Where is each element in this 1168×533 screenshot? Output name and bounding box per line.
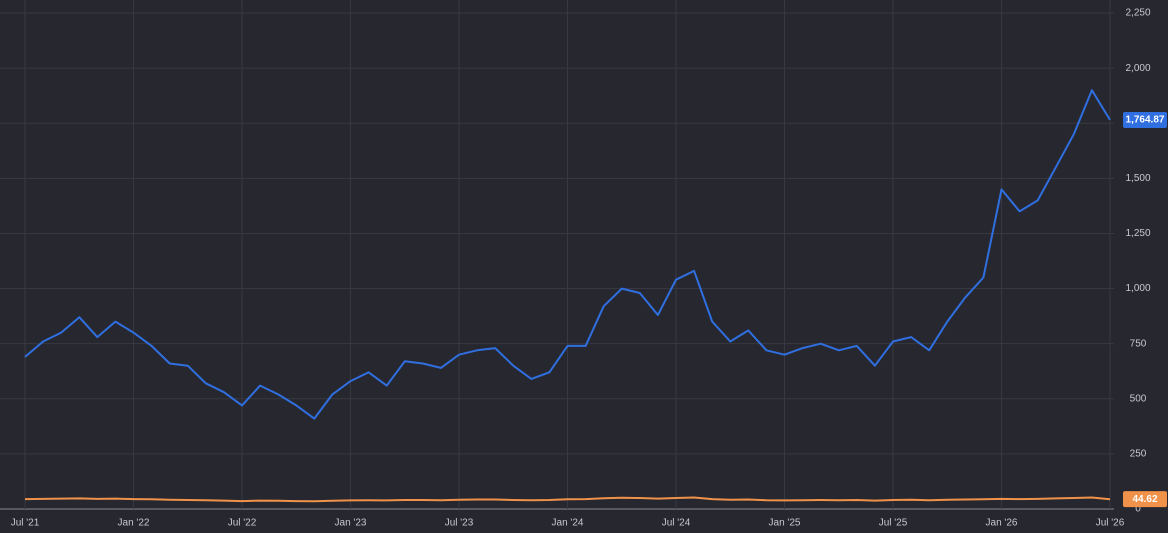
- last-value-label: 44.62: [1132, 494, 1157, 505]
- x-tick-label: Jan '26: [986, 518, 1018, 529]
- line: [24, 89, 1111, 420]
- x-tick-label: Jan '22: [118, 518, 150, 529]
- x-tick-label: Jul '26: [1096, 518, 1125, 529]
- y-tick-label: 0: [1135, 504, 1141, 515]
- y-tick-label: 1,250: [1125, 228, 1150, 239]
- last-value-label: 1,764.87: [1126, 115, 1165, 126]
- y-tick-label: 1,500: [1125, 173, 1150, 184]
- x-tick-label: Jan '24: [552, 518, 584, 529]
- y-tick-label: 1,000: [1125, 283, 1150, 294]
- x-tick-label: Jul '22: [228, 518, 257, 529]
- last-value-badge: [1123, 111, 1167, 128]
- line: [24, 496, 1111, 503]
- x-tick-label: Jul '23: [445, 518, 474, 529]
- x-tick-label: Jul '21: [11, 518, 40, 529]
- x-tick-label: Jul '24: [662, 518, 691, 529]
- y-tick-label: 250: [1130, 449, 1147, 460]
- x-tick-label: Jul '25: [879, 518, 908, 529]
- x-tick-label: Jan '25: [769, 518, 801, 529]
- y-tick-label: 750: [1130, 338, 1147, 349]
- y-tick-label: 2,250: [1125, 8, 1150, 19]
- y-tick-label: 2,000: [1125, 63, 1150, 74]
- y-tick-label: 500: [1130, 393, 1147, 404]
- x-tick-label: Jan '23: [335, 518, 367, 529]
- last-value-badge: [1123, 491, 1167, 508]
